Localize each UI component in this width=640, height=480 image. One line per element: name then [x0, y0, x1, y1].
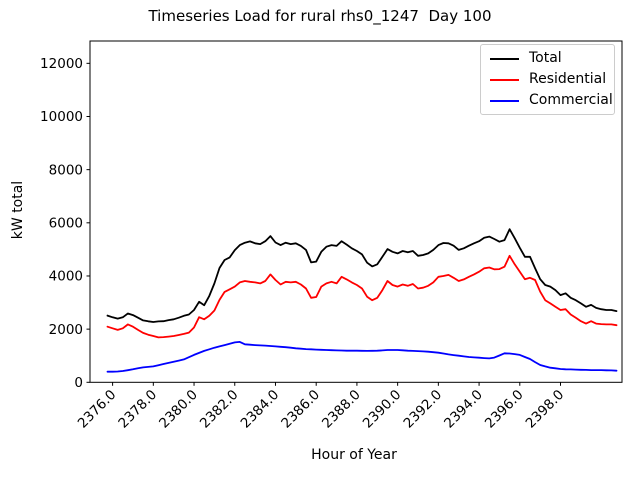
y-tick-label: 12000: [40, 56, 83, 72]
x-tick-label: 2382.0: [197, 387, 242, 432]
legend-label: Commercial: [529, 92, 613, 108]
x-tick-label: 2394.0: [441, 387, 486, 432]
chart-title: Timeseries Load for rural rhs0_1247 Day …: [148, 7, 492, 25]
legend: Total Residential Commercial: [480, 44, 615, 115]
legend-entry-commercial: Commercial: [481, 90, 614, 111]
axes-frame: [89, 40, 623, 383]
x-tick-label: 2390.0: [360, 387, 405, 432]
legend-line-swatch: [490, 99, 519, 102]
series-line-total: [106, 228, 618, 323]
series-line-commercial: [106, 340, 618, 373]
y-axis-label: kW total: [10, 180, 26, 240]
x-tick-label: 2388.0: [319, 387, 364, 432]
x-tick-label: 2392.0: [400, 387, 445, 432]
x-tick-label: 2398.0: [523, 387, 568, 432]
legend-line-swatch: [490, 57, 519, 60]
legend-entry-total: Total: [481, 48, 614, 69]
y-tick-label: 4000: [49, 269, 83, 285]
y-tick-label: 10000: [40, 109, 83, 125]
x-tick-label: 2386.0: [278, 387, 323, 432]
x-tick-label: 2376.0: [75, 387, 120, 432]
y-tick-label: 8000: [49, 162, 83, 178]
y-tick-label: 6000: [49, 216, 83, 232]
legend-label: Total: [529, 50, 562, 66]
x-tick-label: 2384.0: [238, 387, 283, 432]
x-tick-label: 2380.0: [156, 387, 201, 432]
series-line-residential: [106, 254, 618, 339]
x-axis-label: Hour of Year: [311, 447, 397, 463]
legend-entry-residential: Residential: [481, 69, 614, 90]
legend-label: Residential: [529, 71, 607, 87]
y-tick-label: 0: [74, 375, 83, 391]
x-tick-label: 2396.0: [482, 387, 527, 432]
legend-line-swatch: [490, 78, 519, 81]
y-tick-label: 2000: [49, 322, 83, 338]
x-tick-label: 2378.0: [115, 387, 160, 432]
